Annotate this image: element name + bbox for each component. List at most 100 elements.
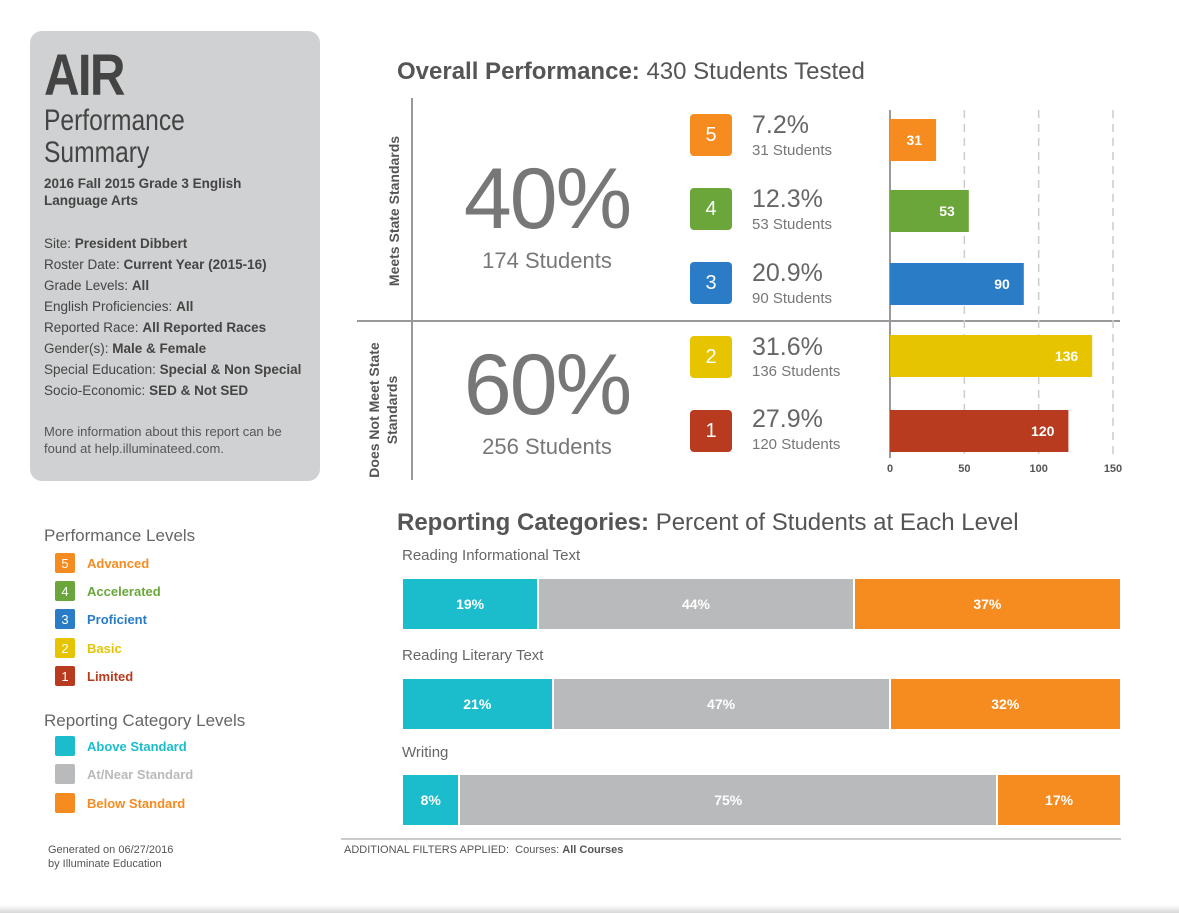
legend-level-1-box: 1 (55, 666, 75, 686)
segment-above-standard: 8% (403, 775, 461, 825)
segment-near-standard: 44% (539, 579, 855, 629)
legend-above-standard-box (55, 736, 75, 756)
legend-level-1-label: Limited (87, 668, 134, 684)
overall-divider (357, 320, 1120, 322)
performance-levels-title: Performance Levels (44, 526, 196, 545)
bar-value-label: 31 (907, 132, 923, 148)
level-3-percent: 20.9% (752, 259, 823, 287)
level-2-badge: 2 (690, 336, 732, 378)
legend-above-standard: Above Standard (55, 736, 187, 756)
not-meets-students: 256 Students (482, 434, 612, 459)
legend-level-1: 1 Limited (55, 666, 133, 686)
subtitle-line-2: Summary (44, 136, 150, 169)
level-4-percent: 12.3% (752, 185, 823, 213)
legend-level-3-label: Proficient (87, 611, 147, 627)
filter-list: Site: President Dibbert Roster Date: Cur… (44, 233, 306, 401)
filters-applied: ADDITIONAL FILTERS APPLIED: Courses: All… (344, 844, 623, 856)
bar-level-2 (890, 335, 1093, 377)
level-5-students: 31 Students (752, 142, 833, 159)
filter-roster-date: Roster Date: Current Year (2015-16) (44, 257, 267, 272)
reporting-heading-bold: Reporting Categories: (397, 509, 650, 536)
level-4-students: 53 Students (752, 216, 833, 233)
legend-near-standard-label: At/Near Standard (87, 766, 194, 782)
overall-heading-rest: 430 Students Tested (646, 58, 865, 85)
reporting-category-levels-title: Reporting Category Levels (44, 711, 246, 730)
category-label-literary: Reading Literary Text (402, 647, 544, 664)
segment-below-standard: 17% (998, 775, 1120, 825)
report-name: 2016 Fall 2015 Grade 3 English Language … (44, 176, 242, 208)
level-4-badge: 4 (690, 188, 732, 230)
level-5-percent: 7.2% (752, 111, 809, 139)
level-1-badge: 1 (690, 410, 732, 452)
legend-below-standard-box (55, 793, 75, 813)
generated-info: Generated on 06/27/2016 by Illuminate Ed… (48, 843, 173, 871)
not-meets-standards-label: Does Not Meet State Standards (366, 342, 400, 478)
reporting-categories-heading: Reporting Categories: Percent of Student… (397, 509, 1019, 537)
level-1-students: 120 Students (752, 436, 841, 453)
legend-level-3: 3 Proficient (55, 609, 147, 629)
filters-applied-label: ADDITIONAL FILTERS APPLIED: (344, 844, 510, 856)
filter-special-education: Special Education: Special & Non Special (44, 362, 302, 377)
legend-level-5-box: 5 (55, 553, 75, 573)
legend-level-2: 2 Basic (55, 638, 122, 658)
filter-english-proficiencies: English Proficiencies: All (44, 299, 194, 314)
summary-panel: AIR Performance Summary 2016 Fall 2015 G… (30, 31, 320, 481)
level-3-students: 90 Students (752, 290, 833, 307)
filters-applied-key: Courses: (515, 844, 560, 856)
legend-near-standard-box (55, 764, 75, 784)
level-bar-chart: 0 50 100 150 31 53 90 136 120 (887, 110, 1122, 475)
filter-socio-economic: Socio-Economic: SED & Not SED (44, 383, 249, 398)
level-3-badge: 3 (690, 262, 732, 304)
bar-value-label: 136 (1055, 348, 1079, 364)
category-bar-informational: 19% 44% 37% (403, 579, 1120, 629)
level-1-percent: 27.9% (752, 405, 823, 433)
category-bar-literary: 21% 47% 32% (403, 679, 1120, 729)
overall-left-axis (411, 98, 413, 480)
meets-students: 174 Students (482, 248, 612, 273)
legend-level-4-box: 4 (55, 581, 75, 601)
segment-below-standard: 37% (854, 579, 1120, 629)
segment-near-standard: 47% (553, 679, 891, 729)
bar-level-5 (890, 119, 937, 161)
category-label-informational: Reading Informational Text (402, 547, 581, 564)
x-tick-label: 50 (958, 463, 970, 475)
filter-site: Site: President Dibbert (44, 236, 188, 251)
reporting-heading-rest: Percent of Students at Each Level (655, 509, 1019, 536)
category-bar-writing: 8% 75% 17% (403, 775, 1120, 825)
x-tick-label: 0 (887, 463, 893, 475)
generated-by: by Illuminate Education (48, 858, 162, 870)
x-tick-label: 100 (1029, 463, 1047, 475)
overall-performance-heading: Overall Performance: 430 Students Tested (397, 58, 865, 86)
legend-level-5: 5 Advanced (55, 553, 149, 573)
legend-level-3-box: 3 (55, 609, 75, 629)
level-2-students: 136 Students (752, 363, 841, 380)
level-5-badge: 5 (690, 114, 732, 156)
meets-percent: 40% (463, 151, 632, 247)
bar-level-1 (890, 410, 1069, 452)
legend-level-4: 4 Accelerated (55, 581, 161, 601)
legend-level-4-label: Accelerated (87, 583, 161, 599)
meets-standards-label: Meets State Standards (386, 135, 402, 287)
more-info-text: More information about this report can b… (44, 424, 282, 456)
page-bottom-edge (0, 905, 1179, 913)
subtitle-line-1: Performance (44, 104, 185, 137)
legend-level-5-label: Advanced (87, 555, 150, 571)
segment-above-standard: 19% (403, 579, 540, 629)
legend-above-standard-label: Above Standard (87, 738, 187, 754)
legend-level-2-label: Basic (87, 640, 122, 656)
segment-near-standard: 75% (460, 775, 999, 825)
segment-below-standard: 32% (890, 679, 1120, 729)
filter-genders: Gender(s): Male & Female (44, 341, 207, 356)
category-label-writing: Writing (402, 744, 449, 761)
bar-value-label: 90 (994, 276, 1010, 292)
segment-above-standard: 21% (403, 679, 554, 729)
filters-applied-courses: All Courses (562, 844, 624, 856)
legend-near-standard: At/Near Standard (55, 764, 193, 784)
overall-heading-bold: Overall Performance: (397, 58, 640, 85)
report-title: AIR (44, 43, 126, 108)
bar-level-3 (890, 263, 1024, 305)
level-2-percent: 31.6% (752, 333, 823, 361)
bar-value-label: 53 (939, 203, 955, 219)
x-tick-label: 150 (1104, 463, 1122, 475)
legend-level-2-box: 2 (55, 638, 75, 658)
